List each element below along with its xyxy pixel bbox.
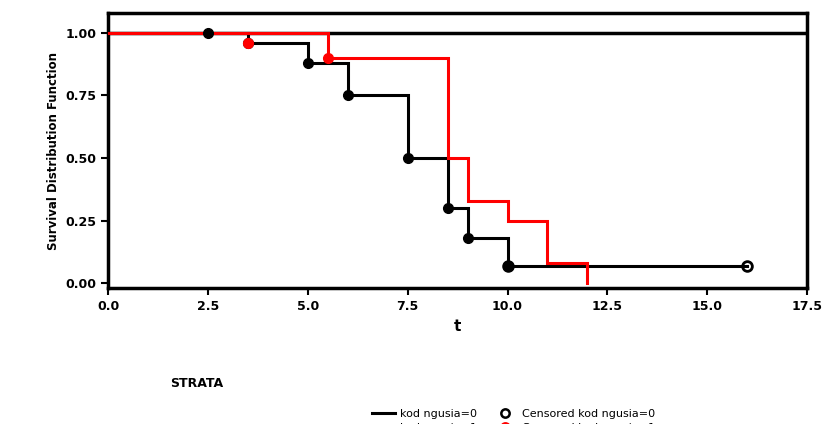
X-axis label: t: t (454, 319, 461, 334)
Y-axis label: Survival Distribution Function: Survival Distribution Function (47, 52, 60, 249)
Text: STRATA: STRATA (171, 377, 224, 390)
Legend: kod ngusia=0, kod ngusia=1, Censored kod ngusia=0, Censored kod ngusia=1: kod ngusia=0, kod ngusia=1, Censored kod… (368, 405, 659, 424)
